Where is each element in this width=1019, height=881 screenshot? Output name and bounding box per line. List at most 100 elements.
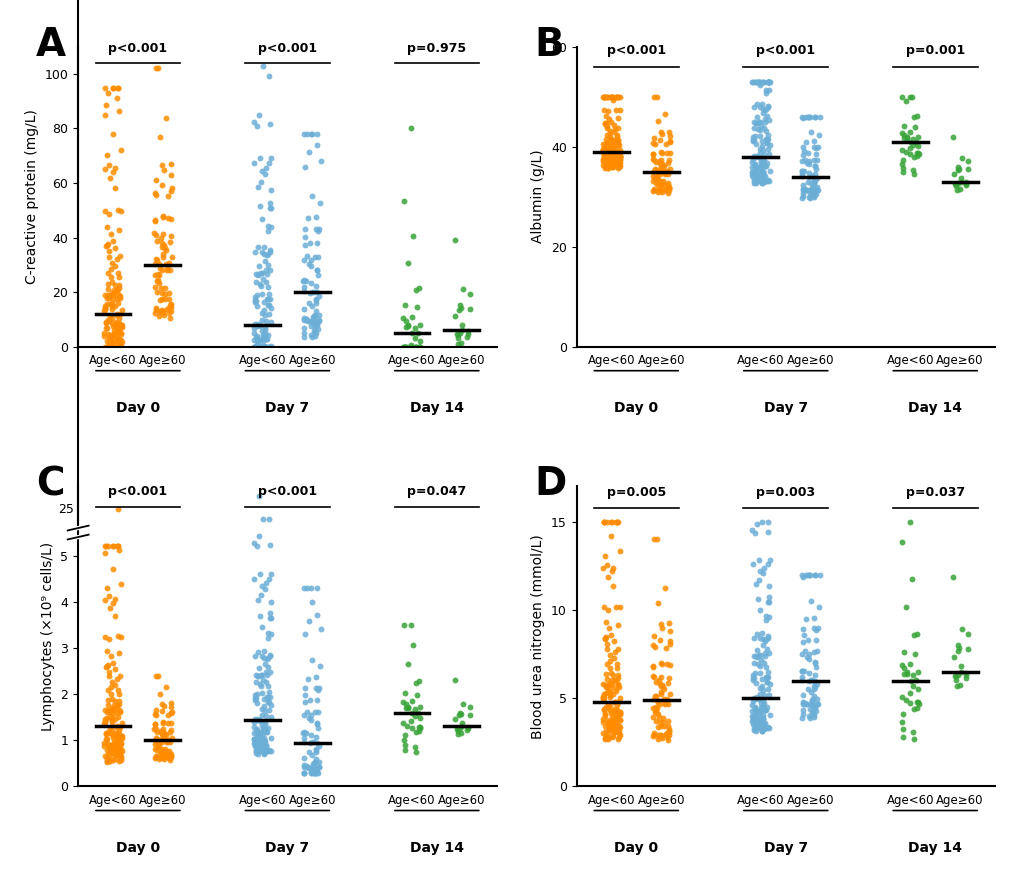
Point (110, 539, 126, 553)
Point (743, 155, 759, 169)
Point (751, 164, 767, 178)
Point (651, 729, 667, 743)
Point (256, 338, 272, 352)
Point (600, 153, 616, 167)
Point (605, 158, 622, 172)
Point (946, 177, 962, 191)
Point (802, 109, 818, 123)
Point (260, 695, 276, 709)
Point (758, 700, 774, 714)
Point (597, 677, 613, 692)
Point (411, 334, 427, 348)
Point (154, 292, 170, 306)
Point (760, 590, 776, 604)
Point (597, 140, 613, 154)
Point (107, 662, 123, 676)
Point (759, 682, 775, 696)
Point (103, 329, 119, 343)
Point (160, 716, 176, 730)
Point (97, 539, 113, 553)
Point (100, 244, 116, 258)
Point (113, 327, 129, 341)
Point (800, 166, 816, 180)
Point (256, 321, 272, 335)
Point (157, 744, 173, 758)
Point (102, 704, 118, 718)
Point (101, 589, 117, 603)
Point (303, 707, 319, 722)
Point (113, 340, 129, 354)
Point (597, 724, 613, 738)
Point (607, 600, 624, 614)
Point (256, 340, 272, 354)
Point (249, 714, 265, 728)
Point (97, 302, 113, 316)
Point (108, 738, 124, 752)
Point (403, 337, 419, 352)
Point (946, 669, 962, 683)
Point (258, 340, 274, 354)
Point (759, 100, 775, 115)
Point (159, 302, 175, 316)
Point (111, 720, 127, 734)
Point (147, 306, 163, 320)
Point (459, 329, 475, 344)
Point (895, 153, 911, 167)
Point (755, 159, 771, 173)
Point (105, 337, 121, 352)
Point (96, 326, 112, 340)
Point (256, 644, 272, 658)
Point (251, 107, 267, 122)
Point (951, 181, 967, 196)
Point (251, 340, 267, 354)
Point (303, 728, 319, 742)
Point (611, 143, 628, 157)
Point (651, 133, 667, 147)
Point (751, 142, 767, 156)
Point (645, 692, 661, 707)
Point (452, 707, 469, 722)
Point (111, 733, 127, 747)
Point (99, 220, 115, 234)
Point (305, 757, 321, 771)
Point (251, 737, 267, 751)
Point (752, 160, 768, 174)
Point (105, 539, 121, 553)
Point (755, 696, 771, 710)
Point (644, 168, 660, 182)
Point (155, 699, 171, 713)
Point (804, 692, 820, 707)
Point (148, 174, 164, 188)
Point (111, 278, 127, 292)
Point (652, 729, 668, 743)
Point (106, 737, 122, 751)
Point (603, 709, 620, 723)
Point (744, 668, 760, 682)
Point (651, 728, 667, 742)
Point (108, 726, 124, 740)
Point (796, 165, 812, 179)
Point (449, 328, 466, 342)
Point (609, 137, 626, 151)
Point (659, 186, 676, 200)
Point (148, 62, 164, 76)
Point (255, 726, 271, 740)
Point (152, 686, 168, 700)
Point (247, 340, 263, 354)
Point (754, 633, 770, 647)
Point (304, 189, 320, 204)
Point (659, 733, 676, 747)
Point (794, 164, 810, 178)
Point (743, 709, 759, 723)
Point (96, 304, 112, 318)
Point (104, 275, 120, 289)
Point (645, 532, 661, 546)
Point (609, 515, 626, 529)
Point (748, 690, 764, 704)
Point (748, 642, 764, 656)
Point (609, 680, 626, 694)
Point (296, 273, 312, 287)
Point (100, 670, 116, 684)
Point (758, 137, 774, 151)
Point (598, 713, 614, 727)
